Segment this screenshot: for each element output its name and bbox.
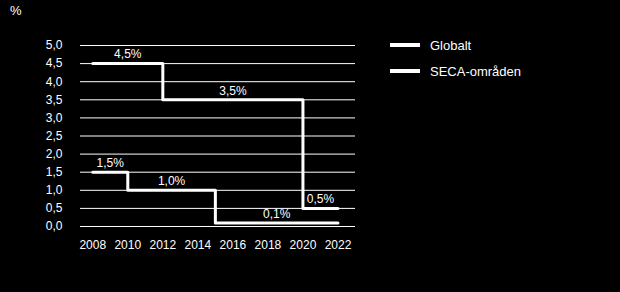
svg-text:0,1%: 0,1% [263,207,291,221]
svg-text:1,5: 1,5 [46,165,63,179]
svg-text:0,0: 0,0 [46,219,63,233]
svg-text:2012: 2012 [149,238,176,252]
svg-text:4,5%: 4,5% [114,47,142,61]
svg-text:4,5: 4,5 [46,56,63,70]
svg-text:1,0: 1,0 [46,183,63,197]
svg-text:2014: 2014 [185,238,212,252]
svg-text:3,5%: 3,5% [219,84,247,98]
svg-text:3,0: 3,0 [46,111,63,125]
svg-text:0,5%: 0,5% [307,192,335,206]
svg-text:2022: 2022 [325,238,352,252]
svg-text:5,0: 5,0 [46,38,63,52]
svg-text:4,0: 4,0 [46,75,63,89]
svg-text:0,5: 0,5 [46,201,63,215]
svg-text:2020: 2020 [290,238,317,252]
svg-text:1,0%: 1,0% [158,174,186,188]
svg-text:2008: 2008 [79,238,106,252]
svg-text:2018: 2018 [255,238,282,252]
html-text:Globalt: Globalt [430,37,472,53]
svg-text:2,0: 2,0 [46,147,63,161]
svg-text:2,5: 2,5 [46,129,63,143]
svg-text:2010: 2010 [114,238,141,252]
svg-text:2016: 2016 [220,238,247,252]
svg-text:1,5%: 1,5% [97,156,125,170]
svg-text:3,5: 3,5 [46,93,63,107]
html-text:SECA-områden: SECA-områden [430,63,521,79]
